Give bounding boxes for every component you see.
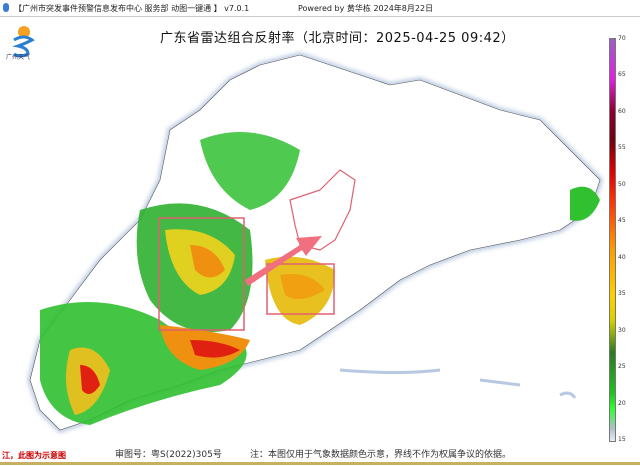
tick-25: 25 xyxy=(618,363,626,370)
reflectivity-colorbar xyxy=(609,38,616,442)
coastline-islands xyxy=(339,368,577,399)
tick-20: 20 xyxy=(618,400,626,407)
highlight-box-south xyxy=(266,263,335,315)
tick-60: 60 xyxy=(618,108,626,115)
tick-30: 30 xyxy=(618,327,626,334)
radar-map xyxy=(27,52,603,433)
map-approval-number: 审图号：粤S(2022)305号 xyxy=(115,450,222,460)
footer-note: 注：本图仅用于气象数据颜色示意，界线不作为权属争议的依据。 xyxy=(250,450,512,460)
tick-65: 65 xyxy=(618,71,626,78)
title-bar: 【广州市突发事件预警信息发布中心 服务部 动图一键通 】 v7.0.1 Powe… xyxy=(0,0,640,16)
radar-echoes xyxy=(40,132,600,425)
tick-15: 15 xyxy=(618,436,626,443)
logo-text: 广州天气 xyxy=(6,54,31,61)
weather-logo xyxy=(12,26,35,58)
app-icon xyxy=(3,3,9,12)
tick-35: 35 xyxy=(618,290,626,297)
tick-45: 45 xyxy=(618,217,626,224)
tick-55: 55 xyxy=(618,144,626,151)
highlight-box-west xyxy=(158,217,245,331)
map-frame xyxy=(0,16,640,466)
tick-50: 50 xyxy=(618,181,626,188)
window-title: 【广州市突发事件预警信息发布中心 服务部 动图一键通 】 v7.0.1 xyxy=(14,4,250,13)
map-title: 广东省雷达组合反射率（北京时间：2025-04-25 09:42） xyxy=(160,31,515,46)
highlight-region-guangzhou xyxy=(289,169,356,251)
tick-40: 40 xyxy=(618,254,626,261)
powered-by: Powered by 黄华栋 2024年8月22日 xyxy=(298,4,434,13)
footer-disclaimer-red: 江，此图为示意图 xyxy=(2,451,66,460)
bottom-border xyxy=(0,462,640,465)
tick-70: 70 xyxy=(618,35,626,42)
highlight-arrow xyxy=(245,236,322,286)
